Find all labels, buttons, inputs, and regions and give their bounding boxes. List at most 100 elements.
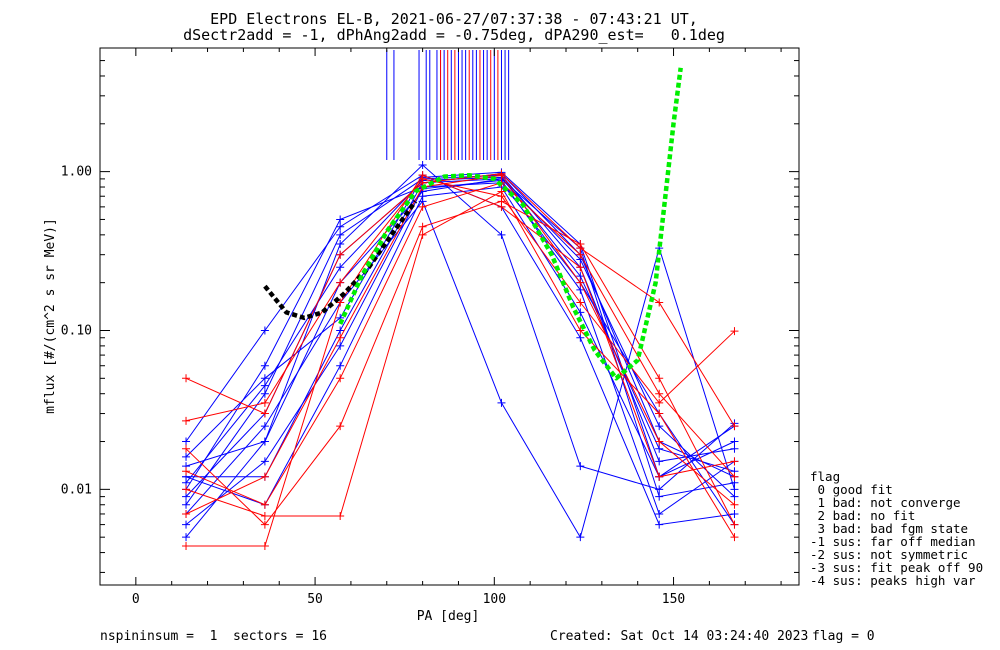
data-point — [260, 398, 269, 407]
series-0-profile-6 — [185, 178, 735, 497]
data-point — [655, 298, 664, 307]
data-point — [418, 230, 427, 239]
data-point — [576, 298, 585, 307]
data-point — [655, 422, 664, 431]
data-point — [336, 250, 345, 259]
series-0-profile-11 — [185, 164, 735, 538]
x-tick-label-0: 0 — [132, 592, 140, 607]
y-tick-label-0: 0.01 — [61, 482, 92, 497]
data-point — [182, 485, 191, 494]
data-point — [730, 444, 739, 453]
data-point — [260, 541, 269, 550]
data-point — [336, 240, 345, 249]
data-point — [260, 500, 269, 509]
data-point — [576, 244, 585, 253]
data-point — [655, 485, 664, 494]
data-point — [260, 472, 269, 481]
data-point — [497, 202, 506, 211]
legend-item-3: 3 bad: bad fgm state — [810, 521, 968, 536]
chart-title: EPD Electrons EL-B, 2021-06-27/07:37:38 … — [210, 10, 698, 28]
data-point — [497, 187, 506, 196]
legend-item-7: -4 sus: peaks high var — [810, 573, 976, 588]
data-point — [182, 444, 191, 453]
legend-item-2: 2 bad: no fit — [810, 508, 915, 523]
data-point — [182, 492, 191, 501]
y-tick-label-2: 1.00 — [61, 165, 92, 180]
data-point — [336, 361, 345, 370]
data-point — [336, 422, 345, 431]
axes: 0 50 100 150 0.01 0.10 1.00 — [61, 48, 799, 607]
data-point — [260, 374, 269, 383]
data-point — [655, 492, 664, 501]
data-point — [418, 171, 427, 180]
data-point — [730, 520, 739, 529]
data-point — [182, 452, 191, 461]
data-point — [576, 278, 585, 287]
data-point — [655, 437, 664, 446]
data-point — [418, 222, 427, 231]
series-0-profile-5 — [185, 179, 735, 525]
data-point — [497, 230, 506, 239]
series-0-profile-2 — [185, 178, 735, 498]
data-point — [260, 381, 269, 390]
x-tick-label-1: 50 — [307, 592, 323, 607]
series-1-profile-1 — [185, 174, 735, 515]
data-point — [576, 462, 585, 471]
data-point — [655, 374, 664, 383]
data-point — [730, 472, 739, 481]
legend-item-5: -2 sus: not symmetric — [810, 547, 968, 562]
data-point — [730, 533, 739, 542]
series-1-profile-2 — [185, 178, 735, 422]
legend-item-4: -1 sus: far off median — [810, 534, 976, 549]
data-point — [336, 230, 345, 239]
data-point — [336, 298, 345, 307]
legend-item-0: 0 good fit — [810, 482, 893, 497]
legend-item-1: 1 bad: not converge — [810, 495, 961, 510]
data-point — [182, 374, 191, 383]
series-1-profile-3 — [185, 200, 735, 526]
data-point — [182, 509, 191, 518]
series-layer — [182, 161, 739, 550]
series-0-profile-10 — [185, 176, 735, 484]
data-point — [730, 509, 739, 518]
data-point — [655, 444, 664, 453]
data-point — [730, 422, 739, 431]
data-point — [260, 422, 269, 431]
data-point — [655, 398, 664, 407]
data-point — [260, 437, 269, 446]
data-point — [182, 467, 191, 476]
plot-frame — [99, 47, 800, 586]
data-point — [576, 285, 585, 294]
data-point — [182, 437, 191, 446]
data-point — [260, 457, 269, 466]
data-point — [730, 457, 739, 466]
legend: flag 0 good fit 1 bad: not converge 2 ba… — [810, 469, 983, 588]
data-point — [182, 500, 191, 509]
data-point — [336, 326, 345, 335]
legend-title: flag — [810, 469, 840, 484]
legend-item-6: -3 sus: fit peak off 90 — [810, 560, 983, 575]
data-point — [418, 202, 427, 211]
fit-curve-1 — [338, 67, 683, 381]
series-0-profile-8 — [185, 174, 735, 526]
data-point — [260, 511, 269, 520]
data-point — [336, 374, 345, 383]
data-point — [655, 509, 664, 518]
series-0-profile-7 — [185, 186, 735, 506]
data-point — [730, 485, 739, 494]
data-point — [260, 389, 269, 398]
series-0-profile-4 — [185, 171, 735, 478]
data-point — [260, 409, 269, 418]
data-point — [497, 398, 506, 407]
data-point — [336, 263, 345, 272]
data-point — [655, 472, 664, 481]
data-point — [576, 263, 585, 272]
data-point — [730, 437, 739, 446]
data-point — [730, 500, 739, 509]
data-point — [336, 278, 345, 287]
footer-sectors: nspininsum = 1 sectors = 16 — [100, 629, 327, 644]
data-point — [655, 520, 664, 529]
data-point — [182, 416, 191, 425]
data-point — [336, 333, 345, 342]
data-point — [260, 326, 269, 335]
